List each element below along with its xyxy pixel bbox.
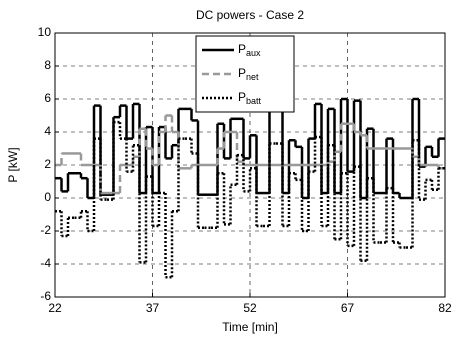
series-line — [55, 120, 445, 279]
legend-label-main: P — [238, 42, 246, 56]
chart-title: DC powers - Case 2 — [196, 8, 304, 22]
y-tick-label: 2 — [44, 157, 51, 171]
x-tick-label: 82 — [438, 301, 452, 315]
x-tick-label: 22 — [48, 301, 62, 315]
legend-box — [195, 35, 295, 113]
x-tick-label: 37 — [146, 301, 160, 315]
legend-label: Pbatt — [238, 90, 262, 106]
y-tick-label: -6 — [40, 289, 51, 303]
x-axis-label: Time [min] — [222, 320, 278, 334]
legend-label-sub: net — [246, 72, 259, 82]
legend-label-main: P — [238, 90, 246, 104]
y-tick-label: 4 — [44, 124, 51, 138]
y-tick-label: 10 — [38, 25, 52, 39]
y-tick-label: 0 — [44, 190, 51, 204]
legend-label-main: P — [238, 66, 246, 80]
y-tick-label: 6 — [44, 91, 51, 105]
plot-frame — [54, 32, 446, 298]
y-tick-label: 8 — [44, 58, 51, 72]
legend-label-sub: aux — [246, 48, 261, 58]
y-axis-label: P [kW] — [6, 147, 20, 182]
y-tick-label: -4 — [40, 256, 51, 270]
legend-label: Paux — [238, 42, 261, 58]
x-tick-label: 67 — [341, 301, 355, 315]
x-tick-label: 52 — [243, 301, 257, 315]
legend-label-sub: batt — [246, 96, 262, 106]
legend-label: Pnet — [238, 66, 259, 82]
y-tick-label: -2 — [40, 223, 51, 237]
